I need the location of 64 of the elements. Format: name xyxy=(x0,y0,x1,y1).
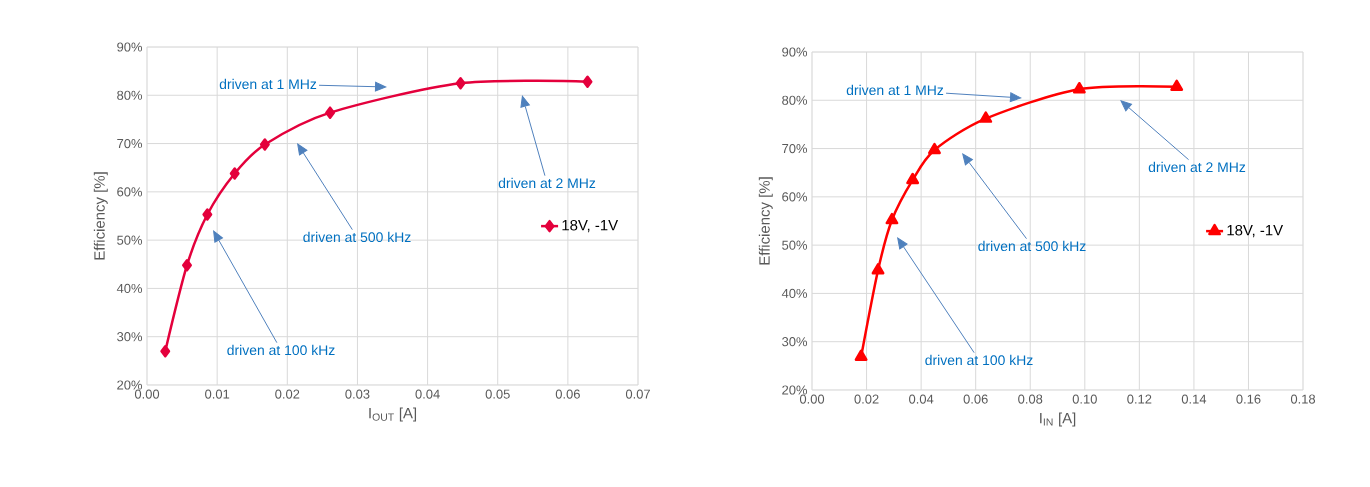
annotation: driven at 2 MHz xyxy=(1148,161,1246,173)
x-tick-label: 0.16 xyxy=(1236,394,1261,404)
x-axis-title: I$_{OUT}$ [A] xyxy=(369,407,417,422)
y-tick-label: 90% xyxy=(782,47,808,57)
x-tick-label: 0.04 xyxy=(909,394,934,404)
annotation: driven at 500 kHz xyxy=(978,240,1086,252)
y-tick-label: 30% xyxy=(782,337,808,347)
x-tick-label: 0.04 xyxy=(415,389,440,399)
x-tick-label: 0.06 xyxy=(555,389,580,399)
y-axis-title: Efficiency [%] xyxy=(93,172,108,260)
point xyxy=(1072,81,1086,94)
y-tick-label: 70% xyxy=(782,143,808,154)
point xyxy=(871,263,885,275)
x-tick-label: 0.05 xyxy=(485,389,510,399)
x-tick-label: 0.00 xyxy=(799,394,825,404)
annotation: driven at 100 kHz xyxy=(925,354,1033,366)
y-tick-label: 80% xyxy=(117,90,143,100)
x-tick-label: 0.06 xyxy=(963,394,988,404)
y-tick-label: 50% xyxy=(782,240,808,250)
point xyxy=(979,111,993,123)
y-tick-label: 30% xyxy=(117,332,143,342)
y-axis-title: Efficiency [%] xyxy=(758,177,773,265)
point xyxy=(1170,79,1184,91)
annotation: driven at 100 kHz xyxy=(227,344,335,356)
x-tick-label: 0.03 xyxy=(345,389,370,399)
y-tick-label: 40% xyxy=(781,288,808,298)
x-tick-label: 0.14 xyxy=(1181,394,1207,404)
y-tick-label: 60% xyxy=(782,192,808,202)
point xyxy=(582,75,593,88)
y-tick-label: 20% xyxy=(782,385,808,395)
x-tick-label: 0.08 xyxy=(1018,394,1043,404)
legend-label: 18V, -1V xyxy=(1227,224,1284,238)
annotation: driven at 2 MHz xyxy=(498,177,596,189)
y-tick-label: 60% xyxy=(117,187,143,197)
annotation: driven at 500 kHz xyxy=(303,231,411,243)
y-tick-label: 50% xyxy=(117,235,143,245)
point xyxy=(182,259,192,272)
point xyxy=(325,106,336,119)
y-tick-label: 20% xyxy=(117,380,143,390)
y-tick-label: 40% xyxy=(116,283,143,293)
x-tick-label: 0.18 xyxy=(1290,394,1316,404)
point xyxy=(455,76,466,90)
point xyxy=(202,208,213,221)
x-tick-label: 0.02 xyxy=(854,394,879,404)
y-tick-label: 90% xyxy=(117,42,143,52)
x-tick-label: 0.00 xyxy=(134,389,160,399)
x-axis-title: I$_{IN}$ [A] xyxy=(1040,412,1076,427)
x-tick-label: 0.12 xyxy=(1127,394,1152,404)
point xyxy=(885,212,899,225)
x-tick-label: 0.07 xyxy=(625,389,650,399)
legend-label: 18V, -1V xyxy=(562,219,619,233)
y-tick-label: 70% xyxy=(117,138,143,149)
point xyxy=(259,138,270,151)
point xyxy=(854,349,868,361)
y-tick-label: 80% xyxy=(782,95,808,105)
point xyxy=(229,167,240,180)
point xyxy=(906,172,920,185)
x-tick-label: 0.10 xyxy=(1072,394,1097,404)
x-tick-label: 0.01 xyxy=(205,389,230,399)
x-tick-label: 0.02 xyxy=(275,389,300,399)
annotation: driven at 1 MHz xyxy=(846,84,944,96)
point xyxy=(928,142,941,155)
annotation: driven at 1 MHz xyxy=(219,78,317,90)
point xyxy=(160,344,171,358)
